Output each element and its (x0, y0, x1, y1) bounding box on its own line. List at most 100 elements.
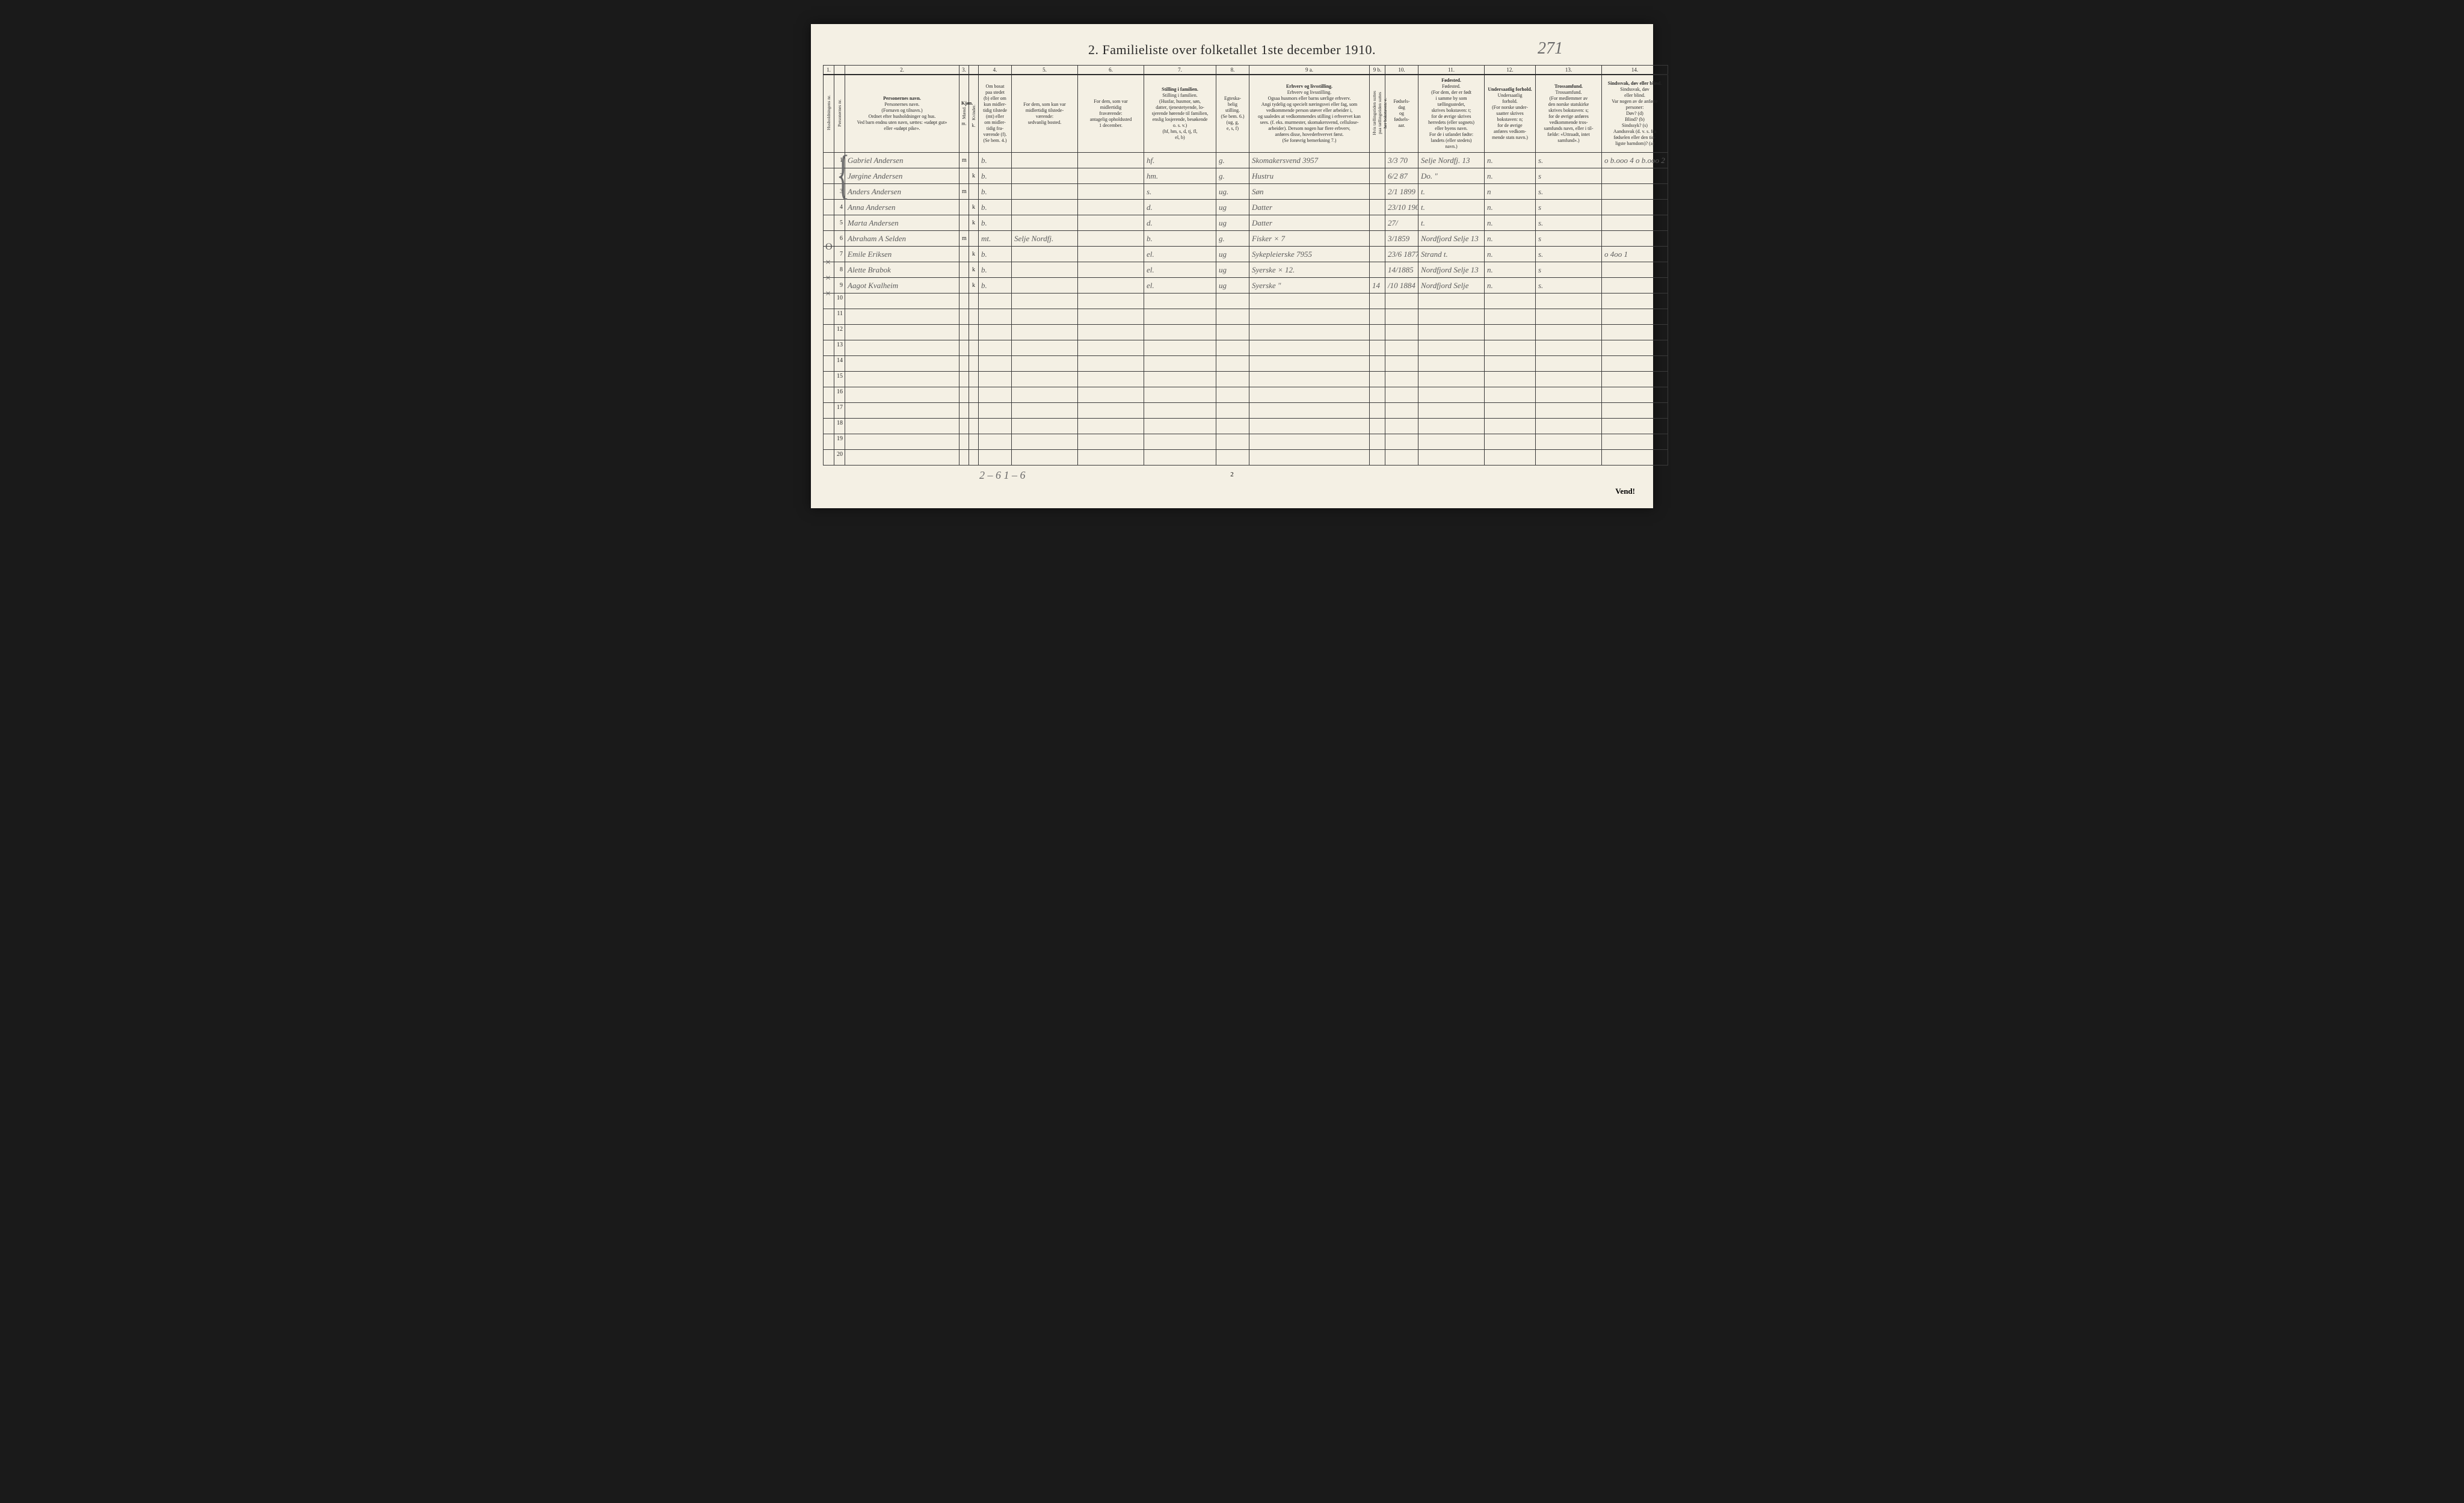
column-number: 5. (1012, 66, 1078, 75)
cell: t. (1418, 215, 1485, 231)
cell: Strand t. (1418, 247, 1485, 262)
cell: 15 (834, 372, 845, 387)
column-number: 12. (1485, 66, 1536, 75)
table-row: 18 (824, 419, 1668, 434)
cell (1216, 403, 1249, 419)
cell (1385, 434, 1418, 450)
cell (1012, 309, 1078, 325)
cell: Jørgine Andersen (845, 168, 959, 184)
cell: Do. " (1418, 168, 1485, 184)
cell: Nordfjord Selje 13 (1418, 262, 1485, 278)
cell (1012, 184, 1078, 200)
cell (824, 309, 834, 325)
cell (1249, 387, 1370, 403)
cell (1078, 356, 1144, 372)
cell (1485, 450, 1536, 466)
cell (1602, 215, 1668, 231)
cell (1385, 356, 1418, 372)
cell (1418, 309, 1485, 325)
column-number: 4. (979, 66, 1012, 75)
cell (1536, 309, 1602, 325)
cell: k (969, 278, 979, 294)
hdr-temp-present: For dem, som kun varmidlertidig tilstede… (1012, 75, 1078, 153)
cell (1385, 372, 1418, 387)
cell (824, 168, 834, 184)
cell: o b.ooo 4 o b.ooo 2 (1602, 153, 1668, 168)
cell (959, 419, 969, 434)
cell (1418, 356, 1485, 372)
cell: mt. (979, 231, 1012, 247)
table-row: 17 (824, 403, 1668, 419)
cell (1012, 450, 1078, 466)
cell: b. (1144, 231, 1216, 247)
cell (1485, 403, 1536, 419)
cell: 20 (834, 450, 845, 466)
cell (1370, 356, 1385, 372)
cell (1602, 262, 1668, 278)
column-number: 10. (1385, 66, 1418, 75)
cell: m (959, 231, 969, 247)
cell (1485, 309, 1536, 325)
cell (1485, 419, 1536, 434)
cell (1418, 419, 1485, 434)
cell: ug (1216, 278, 1249, 294)
cell (1385, 403, 1418, 419)
cell: g. (1216, 168, 1249, 184)
cell (1012, 262, 1078, 278)
cell (969, 450, 979, 466)
cell (969, 325, 979, 340)
cell (1216, 340, 1249, 356)
table-row: 11 (824, 309, 1668, 325)
census-page: { O××× 2. Familieliste over folketallet … (811, 24, 1653, 508)
cell (1485, 434, 1536, 450)
cell (1249, 434, 1370, 450)
cell (1370, 247, 1385, 262)
cell (1536, 340, 1602, 356)
cell (824, 434, 834, 450)
cell (1536, 403, 1602, 419)
cell (1602, 309, 1668, 325)
cell (1370, 419, 1385, 434)
cell: ug (1216, 215, 1249, 231)
cell: s (1536, 168, 1602, 184)
cell: n. (1485, 153, 1536, 168)
cell (959, 372, 969, 387)
table-row: 8Alette Brabokkb.el.ugSyerske × 12.14/18… (824, 262, 1668, 278)
cell: Syerske × 12. (1249, 262, 1370, 278)
cell (1012, 278, 1078, 294)
cell (1012, 247, 1078, 262)
cell: Selje Nordfj. (1012, 231, 1078, 247)
cell (959, 356, 969, 372)
cell (1602, 434, 1668, 450)
cell (1370, 231, 1385, 247)
cell: el. (1144, 247, 1216, 262)
cell (1536, 372, 1602, 387)
cell (1012, 294, 1078, 309)
cell: 14 (834, 356, 845, 372)
cell: 14 (1370, 278, 1385, 294)
table-row: 13 (824, 340, 1668, 356)
cell (1012, 387, 1078, 403)
cell (1485, 325, 1536, 340)
cell (1012, 325, 1078, 340)
cell: b. (979, 168, 1012, 184)
cell (959, 294, 969, 309)
cell: Anna Andersen (845, 200, 959, 215)
cell: 27/ (1385, 215, 1418, 231)
cell: 2/1 1899 (1385, 184, 1418, 200)
cell (1602, 200, 1668, 215)
cell (1144, 419, 1216, 434)
cell: d. (1144, 200, 1216, 215)
cell: k (969, 200, 979, 215)
cell (1370, 153, 1385, 168)
cell (979, 294, 1012, 309)
cell (1078, 450, 1144, 466)
cell: 5 (834, 215, 845, 231)
cell (824, 153, 834, 168)
cell (959, 325, 969, 340)
cell: n. (1485, 231, 1536, 247)
census-table: 1.2.3.4.5.6.7.8.9 a.9 b.10.11.12.13.14. … (823, 65, 1668, 466)
cell: 9 (834, 278, 845, 294)
table-body: 1Gabriel Andersenmb.hf.g.Skomakersvend 3… (824, 153, 1668, 466)
cell (969, 231, 979, 247)
